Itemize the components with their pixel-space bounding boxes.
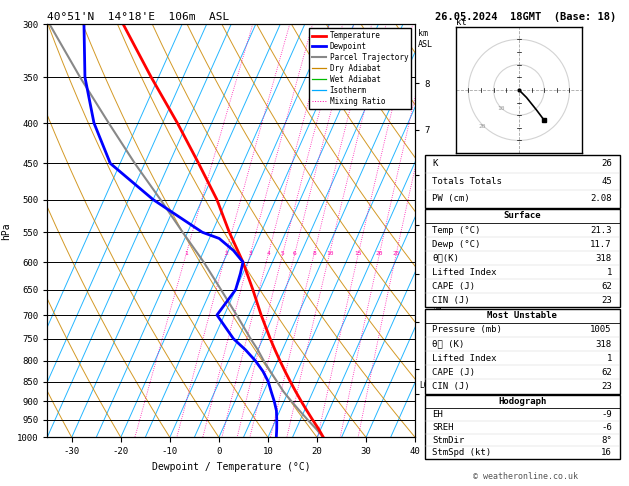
Text: 318: 318 bbox=[596, 340, 612, 348]
Text: 8: 8 bbox=[312, 251, 316, 256]
Text: CIN (J): CIN (J) bbox=[432, 295, 470, 305]
Text: 3: 3 bbox=[248, 251, 252, 256]
Text: kt: kt bbox=[456, 17, 467, 27]
Text: θᴇ(K): θᴇ(K) bbox=[432, 254, 459, 262]
Text: 23: 23 bbox=[601, 382, 612, 391]
Text: 5: 5 bbox=[281, 251, 285, 256]
Text: 6: 6 bbox=[293, 251, 297, 256]
Text: 25: 25 bbox=[392, 251, 400, 256]
Text: 10: 10 bbox=[326, 251, 333, 256]
Text: LCL: LCL bbox=[419, 381, 433, 390]
Text: Lifted Index: Lifted Index bbox=[432, 268, 497, 277]
Text: 8°: 8° bbox=[601, 435, 612, 445]
Text: Hodograph: Hodograph bbox=[498, 397, 546, 406]
Text: © weatheronline.co.uk: © weatheronline.co.uk bbox=[473, 472, 577, 481]
Text: 62: 62 bbox=[601, 368, 612, 377]
Text: CIN (J): CIN (J) bbox=[432, 382, 470, 391]
Text: 1: 1 bbox=[606, 268, 612, 277]
Text: 2.08: 2.08 bbox=[590, 194, 612, 203]
Text: -6: -6 bbox=[601, 423, 612, 432]
Text: 20: 20 bbox=[479, 124, 486, 129]
Text: K: K bbox=[432, 159, 438, 168]
Text: Temp (°C): Temp (°C) bbox=[432, 226, 481, 235]
Text: SREH: SREH bbox=[432, 423, 454, 432]
Text: Mixing Ratio (g/kg): Mixing Ratio (g/kg) bbox=[435, 237, 444, 324]
Text: Surface: Surface bbox=[503, 211, 541, 221]
Text: 15: 15 bbox=[355, 251, 362, 256]
Text: 11.7: 11.7 bbox=[590, 240, 612, 248]
Text: 23: 23 bbox=[601, 295, 612, 305]
Text: 4: 4 bbox=[267, 251, 270, 256]
Text: PW (cm): PW (cm) bbox=[432, 194, 470, 203]
Text: Most Unstable: Most Unstable bbox=[487, 311, 557, 320]
Text: 20: 20 bbox=[376, 251, 383, 256]
Text: 40°51'N  14°18'E  106m  ASL: 40°51'N 14°18'E 106m ASL bbox=[47, 12, 230, 22]
Text: -9: -9 bbox=[601, 410, 612, 419]
Text: Totals Totals: Totals Totals bbox=[432, 177, 502, 186]
X-axis label: Dewpoint / Temperature (°C): Dewpoint / Temperature (°C) bbox=[152, 462, 311, 472]
Y-axis label: hPa: hPa bbox=[1, 222, 11, 240]
Legend: Temperature, Dewpoint, Parcel Trajectory, Dry Adiabat, Wet Adiabat, Isotherm, Mi: Temperature, Dewpoint, Parcel Trajectory… bbox=[309, 28, 411, 109]
Text: 16: 16 bbox=[601, 449, 612, 457]
Text: 26: 26 bbox=[601, 159, 612, 168]
Text: StmSpd (kt): StmSpd (kt) bbox=[432, 449, 491, 457]
Text: 1005: 1005 bbox=[590, 325, 612, 334]
Text: 2: 2 bbox=[224, 251, 228, 256]
Text: 10: 10 bbox=[497, 105, 504, 111]
Text: EH: EH bbox=[432, 410, 443, 419]
Text: 45: 45 bbox=[601, 177, 612, 186]
Text: 318: 318 bbox=[596, 254, 612, 262]
Text: Pressure (mb): Pressure (mb) bbox=[432, 325, 502, 334]
Text: Dewp (°C): Dewp (°C) bbox=[432, 240, 481, 248]
Text: 26.05.2024  18GMT  (Base: 18): 26.05.2024 18GMT (Base: 18) bbox=[435, 12, 616, 22]
Text: CAPE (J): CAPE (J) bbox=[432, 281, 476, 291]
Text: CAPE (J): CAPE (J) bbox=[432, 368, 476, 377]
Text: 62: 62 bbox=[601, 281, 612, 291]
Text: 1: 1 bbox=[606, 354, 612, 363]
Text: Lifted Index: Lifted Index bbox=[432, 354, 497, 363]
Text: km
ASL: km ASL bbox=[418, 29, 433, 49]
Text: 21.3: 21.3 bbox=[590, 226, 612, 235]
Text: StmDir: StmDir bbox=[432, 435, 465, 445]
Text: θᴇ (K): θᴇ (K) bbox=[432, 340, 465, 348]
Text: 1: 1 bbox=[184, 251, 188, 256]
